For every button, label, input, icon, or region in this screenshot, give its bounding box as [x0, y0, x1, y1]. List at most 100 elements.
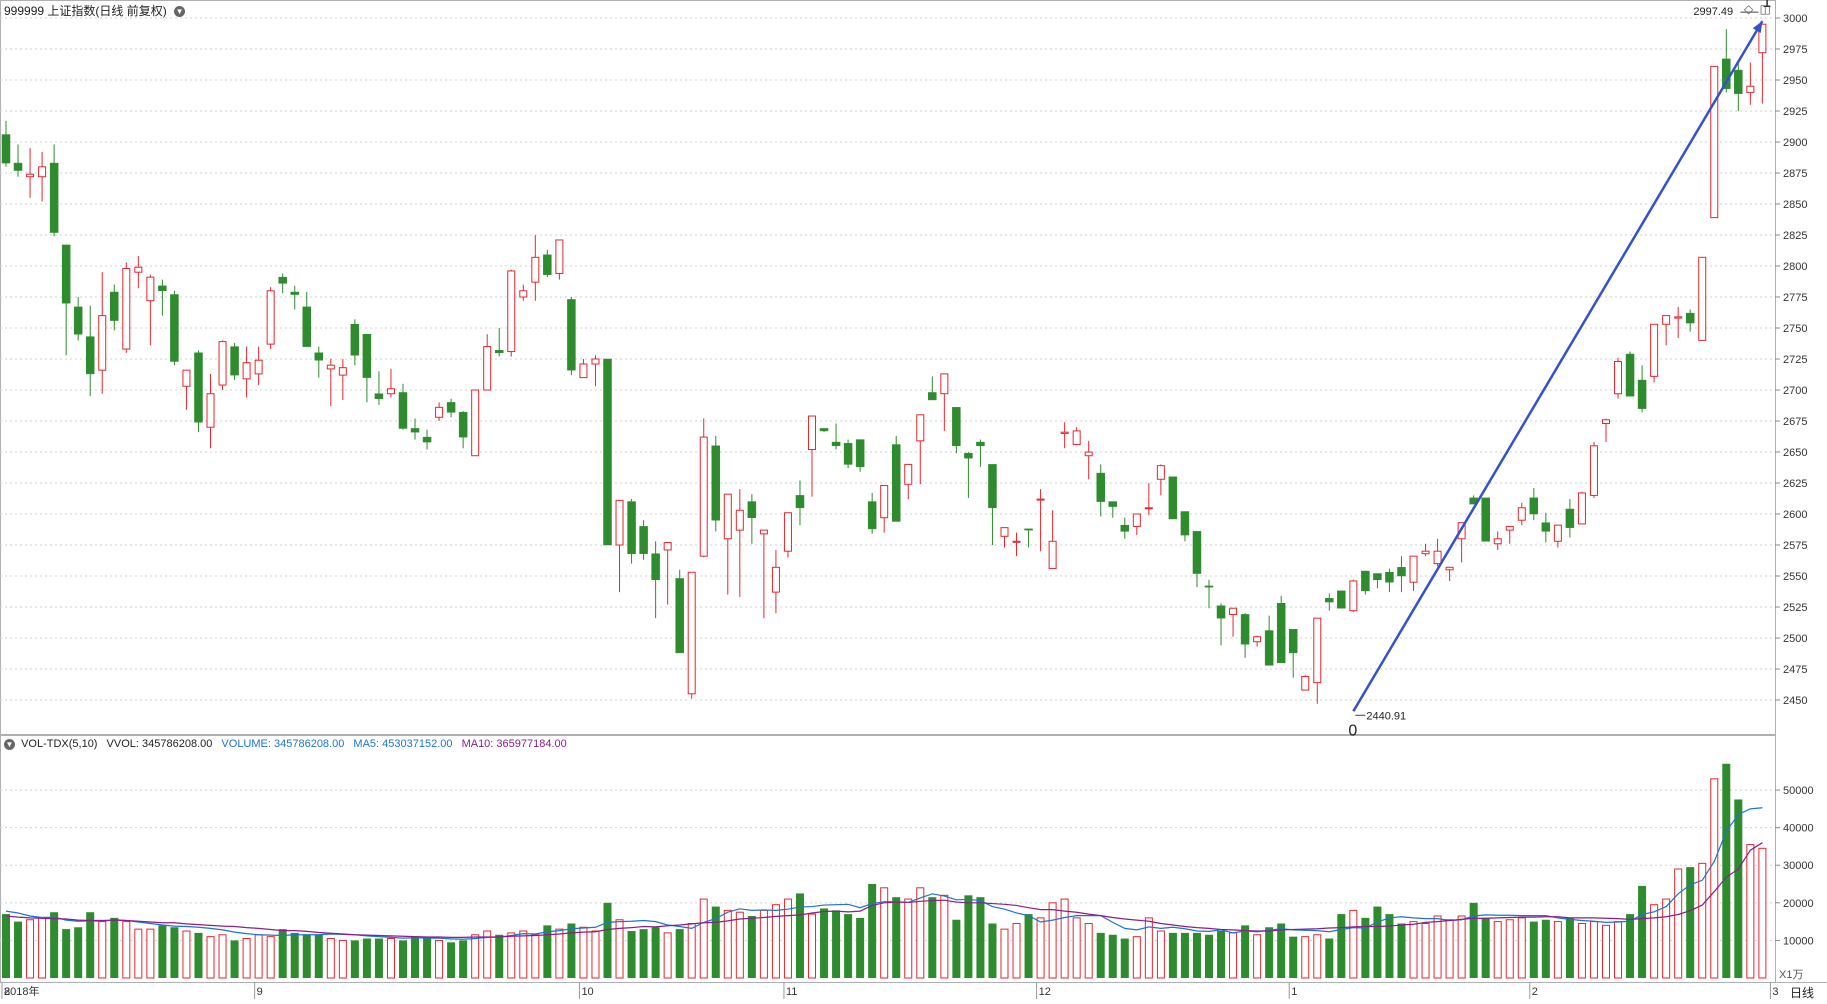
title-dropdown-icon[interactable]: ▼: [174, 6, 186, 18]
volume-bar: [1409, 921, 1418, 979]
volume-bar: [663, 932, 672, 979]
volume-bar: [1156, 930, 1165, 979]
price-tick-label: 2875: [1783, 168, 1807, 180]
candle-body: [819, 428, 829, 432]
candle-body: [627, 501, 636, 554]
volume-bar: [170, 927, 179, 978]
volume-bar: [1060, 898, 1069, 979]
volume-bar: [952, 919, 961, 978]
candle-body: [1397, 567, 1406, 577]
candle-body: [976, 441, 985, 447]
volume-bar: [1397, 923, 1406, 978]
candle-body: [254, 359, 263, 375]
volume-tick-label: 40000: [1783, 823, 1814, 835]
candle: [1000, 527, 1009, 548]
volume-bar: [1289, 936, 1298, 978]
candle-body: [1084, 451, 1093, 457]
candle-body: [290, 291, 299, 295]
candle: [1674, 306, 1683, 338]
candle: [1637, 365, 1647, 413]
volume-bar: [699, 898, 708, 979]
price-tick-label: 2450: [1783, 695, 1807, 707]
volume-bar: [591, 930, 600, 979]
volume-bar: [603, 902, 612, 978]
candle-body: [446, 402, 456, 413]
candle: [483, 334, 492, 391]
indicator-name[interactable]: VOL-TDX(5,10): [21, 738, 98, 750]
trend-line-layer[interactable]: [1352, 20, 1764, 712]
candle-body: [940, 373, 949, 395]
volume-bar: [302, 934, 311, 978]
candle-body: [855, 439, 865, 468]
candle: [398, 383, 408, 430]
period-label[interactable]: 日线: [1790, 986, 1815, 1000]
price-axis: 2450 2475 2500 2525 2550 2575 2600 2625 2650 2675…: [1775, 13, 1807, 707]
indicator-dropdown-icon[interactable]: ▼: [4, 738, 15, 750]
candle-body: [531, 256, 540, 283]
high-price-label: 2997.49: [1693, 6, 1733, 18]
candle: [1204, 579, 1214, 609]
date-tick-label: 1: [1291, 986, 1297, 998]
volume-bar: [1096, 932, 1105, 978]
candle: [1565, 499, 1575, 538]
candle-body: [663, 542, 672, 551]
volume-bar: [795, 893, 804, 978]
candle-body: [1589, 445, 1598, 496]
candle: [326, 359, 335, 407]
candle: [1553, 524, 1562, 548]
candle: [831, 423, 841, 450]
volume-bar: [1481, 917, 1490, 978]
candle-body: [1421, 550, 1430, 555]
candle: [1108, 501, 1118, 518]
candle: [952, 407, 961, 454]
volume-bar: [783, 898, 792, 979]
price-tick-label: 2550: [1783, 571, 1807, 583]
price-tick-label: 2625: [1783, 478, 1807, 490]
candle-body: [567, 299, 576, 371]
volume-bar: [1361, 917, 1370, 978]
volume-bar: [362, 938, 371, 978]
volume-bar: [134, 928, 143, 979]
volume-header: ▼ VOL-TDX(5,10) VVOL: 345786208.00 VOLUM…: [4, 738, 573, 750]
volume-bar: [38, 917, 47, 979]
candle-body: [302, 306, 311, 347]
candle-body: [723, 493, 732, 540]
candle: [1096, 464, 1105, 517]
volume-bar: [206, 936, 215, 979]
candle-body: [1337, 590, 1346, 609]
candle: [218, 340, 227, 390]
candle-body: [651, 553, 660, 580]
volume-bar: [988, 923, 997, 978]
candle: [699, 418, 708, 558]
volume-tick-label: 50000: [1783, 785, 1814, 797]
candle: [1746, 62, 1755, 105]
candle-body: [61, 244, 71, 304]
volume-bar: [723, 909, 732, 979]
volume-bar: [1746, 844, 1755, 979]
price-tick-label: 3000: [1783, 13, 1807, 25]
window-icon[interactable]: ◫: [1759, 2, 1771, 16]
candle: [747, 494, 757, 544]
candle-body: [230, 346, 239, 376]
volume-bar: [1108, 934, 1117, 978]
candle-body: [1553, 524, 1562, 542]
candle-body: [98, 315, 107, 371]
candle: [543, 249, 552, 278]
candle: [1229, 607, 1238, 637]
diamond-icon[interactable]: ◇: [1744, 2, 1754, 16]
candle: [1337, 590, 1346, 609]
candle-body: [386, 388, 395, 395]
volume-bar: [386, 938, 395, 979]
candle-body: [1601, 419, 1610, 424]
volume-bar: [122, 921, 131, 979]
candle: [1349, 579, 1358, 612]
panel-tools: ◇ ◫: [1744, 2, 1771, 16]
candle: [808, 415, 817, 497]
candle: [242, 346, 251, 398]
candle-body: [435, 406, 444, 418]
candle: [422, 429, 432, 450]
candle-body: [1024, 528, 1033, 531]
candle: [1325, 593, 1334, 611]
volume-bar: [218, 934, 227, 979]
